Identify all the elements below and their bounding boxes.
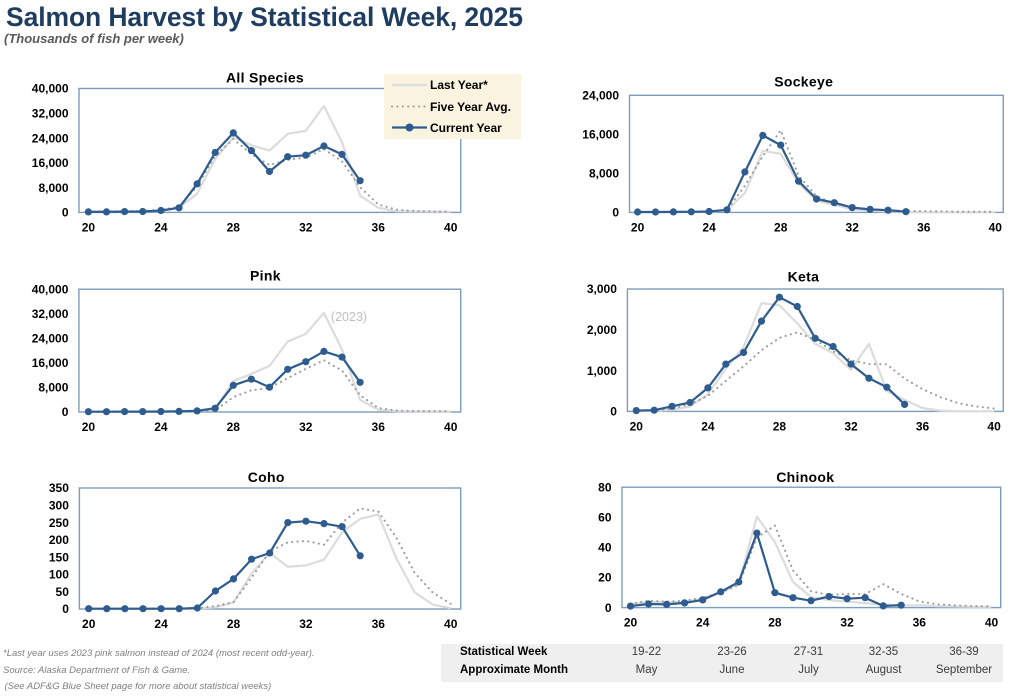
svg-text:60: 60 (598, 511, 612, 525)
svg-text:32: 32 (299, 220, 313, 234)
svg-text:8,000: 8,000 (38, 381, 68, 395)
svg-text:2,000: 2,000 (587, 323, 617, 337)
svg-text:40,000: 40,000 (32, 282, 69, 296)
svg-text:40,000: 40,000 (32, 82, 69, 96)
svg-text:20: 20 (82, 420, 96, 434)
svg-text:24: 24 (696, 616, 710, 630)
svg-text:150: 150 (49, 550, 69, 564)
svg-text:28: 28 (768, 616, 782, 630)
svg-text:250: 250 (49, 516, 69, 530)
svg-text:24: 24 (701, 419, 715, 433)
svg-text:32,000: 32,000 (32, 307, 69, 321)
svg-text:24: 24 (154, 617, 168, 631)
svg-text:20: 20 (82, 220, 96, 234)
svg-text:350: 350 (49, 481, 69, 495)
svg-text:28: 28 (227, 617, 241, 631)
svg-text:All Species: All Species (226, 69, 304, 85)
svg-text:16,000: 16,000 (32, 356, 69, 370)
svg-text:16,000: 16,000 (582, 128, 619, 142)
svg-text:3,000: 3,000 (587, 282, 617, 296)
svg-text:20: 20 (82, 617, 96, 631)
svg-text:40: 40 (987, 419, 1001, 433)
svg-text:Pink: Pink (250, 267, 281, 283)
svg-text:24: 24 (154, 420, 168, 434)
svg-text:24: 24 (154, 220, 168, 234)
svg-text:40: 40 (985, 616, 999, 630)
svg-text:32: 32 (299, 617, 313, 631)
svg-text:300: 300 (49, 499, 69, 513)
svg-text:36: 36 (372, 617, 386, 631)
svg-text:20: 20 (631, 220, 645, 234)
svg-text:36: 36 (372, 220, 386, 234)
svg-text:8,000: 8,000 (38, 181, 68, 195)
svg-text:16,000: 16,000 (32, 156, 69, 170)
svg-text:(2023): (2023) (331, 310, 367, 324)
svg-text:1,000: 1,000 (587, 364, 617, 378)
svg-text:20: 20 (624, 616, 638, 630)
svg-text:32,000: 32,000 (32, 107, 69, 121)
svg-text:Coho: Coho (248, 469, 285, 485)
svg-text:20: 20 (598, 571, 612, 585)
svg-text:40: 40 (598, 541, 612, 555)
svg-text:0: 0 (62, 602, 69, 616)
svg-text:36: 36 (917, 220, 931, 234)
svg-text:0: 0 (612, 206, 619, 220)
svg-text:0: 0 (62, 405, 69, 419)
svg-text:40: 40 (444, 220, 458, 234)
svg-text:40: 40 (444, 617, 458, 631)
svg-text:32: 32 (844, 419, 858, 433)
svg-text:28: 28 (774, 220, 788, 234)
svg-text:80: 80 (598, 480, 612, 494)
svg-text:24,000: 24,000 (32, 131, 69, 145)
svg-text:100: 100 (49, 568, 69, 582)
svg-text:32: 32 (846, 220, 860, 234)
svg-text:0: 0 (62, 206, 69, 220)
svg-text:28: 28 (773, 419, 787, 433)
svg-text:8,000: 8,000 (589, 167, 619, 181)
svg-text:32: 32 (299, 420, 313, 434)
svg-text:200: 200 (49, 533, 69, 547)
svg-text:24,000: 24,000 (582, 89, 619, 103)
svg-text:0: 0 (610, 405, 617, 419)
svg-text:Keta: Keta (788, 268, 820, 284)
svg-text:28: 28 (227, 220, 241, 234)
svg-text:24,000: 24,000 (32, 332, 69, 346)
svg-text:24: 24 (702, 220, 716, 234)
svg-text:36: 36 (372, 420, 386, 434)
svg-text:36: 36 (916, 419, 930, 433)
svg-text:28: 28 (227, 420, 241, 434)
svg-text:Sockeye: Sockeye (774, 74, 833, 90)
svg-text:50: 50 (56, 585, 70, 599)
svg-text:32: 32 (840, 616, 854, 630)
svg-text:40: 40 (989, 220, 1003, 234)
svg-text:40: 40 (444, 420, 458, 434)
svg-text:Chinook: Chinook (776, 469, 834, 485)
svg-text:0: 0 (605, 601, 612, 615)
svg-text:36: 36 (913, 616, 927, 630)
svg-text:20: 20 (630, 419, 644, 433)
